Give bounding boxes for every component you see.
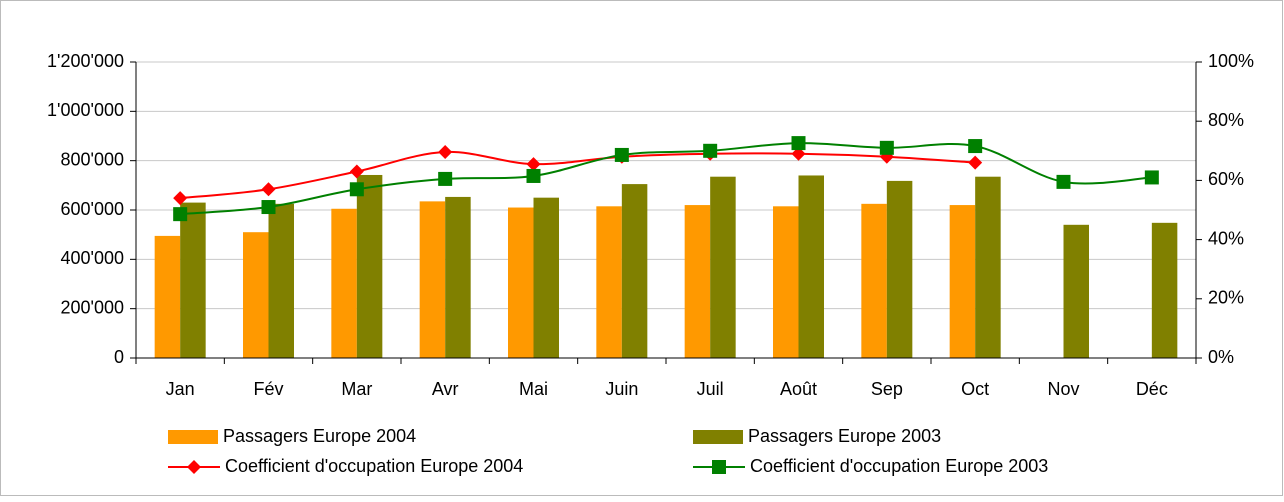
bar (861, 203, 887, 358)
marker (261, 182, 276, 197)
y2-tick-label: 0% (1208, 347, 1234, 367)
bar (773, 206, 799, 358)
bar (949, 205, 976, 358)
y2-tick-label: 20% (1208, 288, 1244, 308)
x-tick-label: Fév (253, 379, 283, 399)
bar (975, 176, 1001, 358)
legend-swatch (693, 430, 743, 444)
bar (243, 232, 269, 358)
legend-swatch (168, 430, 218, 444)
x-tick-label: Août (780, 379, 817, 399)
bar (268, 203, 294, 358)
marker (968, 139, 983, 154)
bar (798, 175, 824, 358)
bar (356, 174, 383, 358)
x-tick-label: Avr (432, 379, 459, 399)
marker (879, 140, 894, 155)
marker (703, 143, 718, 158)
legend-marker (187, 460, 201, 474)
bar (331, 208, 357, 358)
bar (445, 196, 471, 358)
bar (596, 206, 622, 358)
marker (349, 182, 364, 197)
y-tick-label: 800'000 (60, 149, 124, 169)
marker (614, 147, 629, 162)
x-tick-label: Oct (961, 379, 989, 399)
marker (349, 164, 364, 179)
y-tick-label: 0 (114, 347, 124, 367)
marker (791, 136, 806, 151)
marker (438, 144, 453, 159)
marker (173, 191, 188, 206)
x-tick-label: Juil (697, 379, 724, 399)
x-tick-label: Juin (605, 379, 638, 399)
legend-label: Passagers Europe 2004 (223, 426, 416, 446)
marker (1056, 174, 1071, 189)
x-tick-label: Nov (1047, 379, 1079, 399)
bar (180, 202, 206, 358)
y2-tick-label: 100% (1208, 51, 1254, 71)
marker (173, 207, 188, 222)
marker (526, 168, 541, 183)
marker (968, 155, 983, 170)
line (180, 142, 1152, 216)
y2-tick-label: 40% (1208, 228, 1244, 248)
bar (1063, 224, 1089, 358)
bar (1151, 222, 1178, 358)
legend-label: Coefficient d'occupation Europe 2003 (750, 456, 1048, 476)
y-tick-label: 200'000 (60, 297, 124, 317)
x-tick-label: Sep (871, 379, 903, 399)
bar (684, 205, 711, 358)
x-tick-label: Jan (166, 379, 195, 399)
y2-tick-label: 60% (1208, 169, 1244, 189)
line (180, 150, 976, 200)
bar (710, 176, 736, 358)
y2-tick-label: 80% (1208, 110, 1244, 130)
y-tick-label: 600'000 (60, 199, 124, 219)
bar (419, 201, 446, 358)
x-tick-label: Déc (1136, 379, 1168, 399)
bar (154, 235, 181, 358)
legend-label: Coefficient d'occupation Europe 2004 (225, 456, 523, 476)
marker (1144, 170, 1159, 185)
bar (621, 184, 648, 358)
marker (791, 146, 806, 161)
y-tick-label: 1'000'000 (47, 100, 124, 120)
legend-marker (712, 460, 726, 474)
bar (508, 207, 534, 358)
marker (438, 171, 453, 186)
y-tick-label: 1'200'000 (47, 51, 124, 71)
bar (886, 180, 913, 358)
bar (533, 197, 559, 358)
y-tick-label: 400'000 (60, 248, 124, 268)
marker (261, 200, 276, 215)
x-tick-label: Mai (519, 379, 548, 399)
legend-label: Passagers Europe 2003 (748, 426, 941, 446)
x-tick-label: Mar (341, 379, 372, 399)
marker (526, 157, 541, 172)
